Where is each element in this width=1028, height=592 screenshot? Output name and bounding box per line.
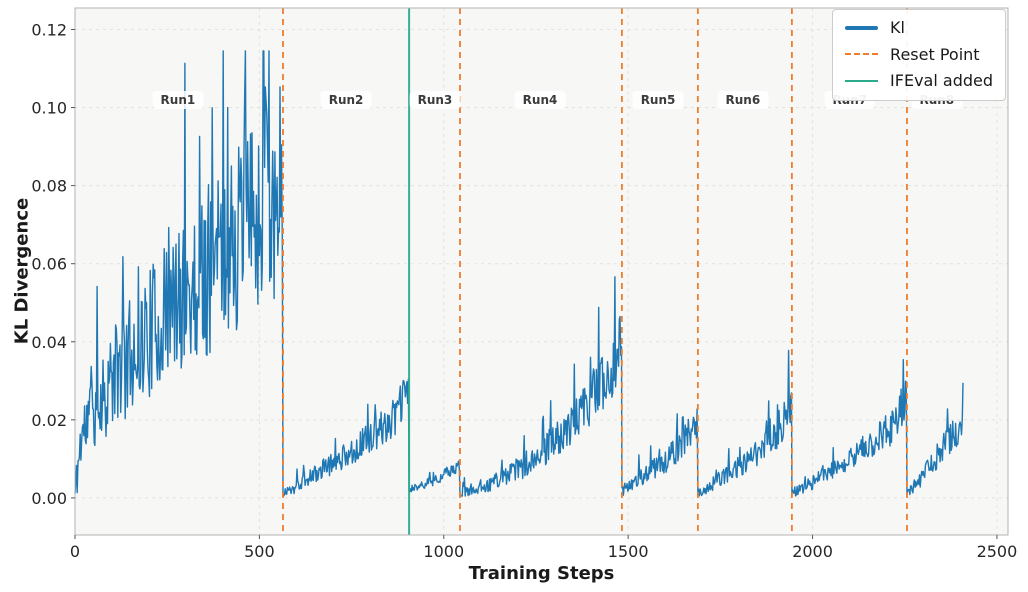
legend-label-reset-point: Reset Point <box>890 44 980 64</box>
y-tick-label: 0.12 <box>31 20 67 39</box>
y-tick-label: 0.06 <box>31 255 67 274</box>
kl-line-swatch-icon <box>845 25 879 30</box>
legend-item-reset-point: Reset Point <box>845 44 993 64</box>
x-axis-ticks: 0 500 1000 1500 2000 2500 <box>70 535 1017 561</box>
y-axis-label: KL Divergence <box>11 197 33 345</box>
run-label: Run5 <box>632 90 684 109</box>
x-tick-label: 500 <box>244 542 275 561</box>
y-tick-label: 0.04 <box>31 333 67 352</box>
legend-item-ifeval-added: IFEval added <box>845 72 993 90</box>
run-label: Run4 <box>514 90 566 109</box>
run-label: Run2 <box>320 90 372 109</box>
x-tick-label: 1500 <box>608 542 649 561</box>
x-tick-label: 0 <box>70 542 80 561</box>
x-tick-label: 2500 <box>977 542 1018 561</box>
reset-point-line-swatch-icon <box>845 53 879 56</box>
x-tick-label: 2000 <box>792 542 833 561</box>
ifeval-added-line-swatch-icon <box>845 79 879 82</box>
legend-item-kl: Kl <box>845 19 993 37</box>
y-tick-label: 0.00 <box>31 489 67 508</box>
y-tick-label: 0.10 <box>31 99 67 118</box>
y-tick-label: 0.08 <box>31 177 67 196</box>
x-axis-label: Training Steps <box>468 563 615 584</box>
run-label: Run6 <box>717 90 769 109</box>
x-tick-label: 1000 <box>423 542 464 561</box>
run-label: Run3 <box>409 90 461 109</box>
y-tick-label: 0.02 <box>31 411 67 430</box>
kl-series-line <box>74 50 964 497</box>
legend-label-ifeval-added: IFEval added <box>890 71 993 91</box>
legend: Kl Reset Point IFEval added <box>832 9 1006 101</box>
legend-label-kl: Kl <box>890 18 905 37</box>
y-axis-ticks: 0.00 0.02 0.04 0.06 0.08 0.10 0.12 <box>31 20 75 508</box>
run-label: Run1 <box>152 90 204 109</box>
plot-border <box>74 7 1009 536</box>
